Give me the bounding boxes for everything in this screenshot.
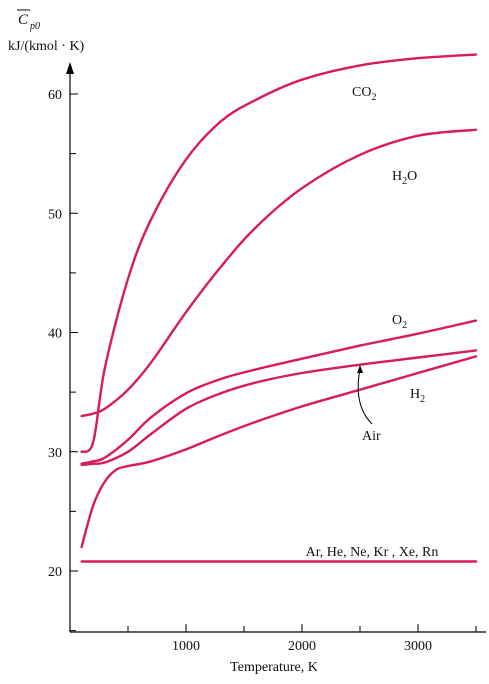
y-tick-label-50: 50 (48, 207, 62, 222)
plot-area: 20 30 40 50 60 1000 2000 3000 CO2 H2O O2 Air H2 Ar,… (48, 53, 486, 654)
y-axis-symbol-subscript: p0 (29, 21, 40, 32)
series-line-o2 (80, 319, 478, 465)
air-pointer-arrowhead (357, 365, 363, 373)
x-tick-label-2000: 2000 (288, 639, 316, 654)
x-tick-group: 1000 2000 3000 (127, 624, 477, 654)
y-tick-label-30: 30 (48, 446, 62, 461)
series-label-group: CO2 H2O O2 Air H2 Ar, He, Ne, Kr , Xe, Rn (306, 85, 439, 560)
x-axis-title: Temperature, K (230, 660, 318, 675)
series-line-co2 (80, 53, 478, 453)
y-tick-label-40: 40 (48, 327, 62, 342)
y-axis-arrowhead (66, 62, 74, 74)
series-line-h2o (80, 128, 478, 418)
series-label-h2: H2 (410, 387, 425, 405)
x-tick-label-3000: 3000 (404, 639, 432, 654)
y-axis-symbol: C (18, 12, 29, 28)
x-tick-label-1000: 1000 (172, 639, 200, 654)
y-tick-group: 20 30 40 50 60 (48, 88, 78, 632)
y-tick-label-60: 60 (48, 88, 62, 103)
series-label-h2o: H2O (392, 169, 417, 187)
series-line-h2 (80, 355, 478, 549)
series-label-air: Air (362, 429, 381, 444)
series-line-air (80, 349, 478, 467)
series-label-noble-gases: Ar, He, Ne, Kr , Xe, Rn (306, 545, 439, 560)
y-axis-units: kJ/(kmol · K) (8, 39, 85, 54)
series-label-co2: CO2 (352, 85, 376, 103)
air-pointer-line (357, 368, 373, 425)
series-label-o2: O2 (392, 313, 407, 331)
y-tick-label-20: 20 (48, 565, 62, 580)
series-group (80, 53, 478, 563)
